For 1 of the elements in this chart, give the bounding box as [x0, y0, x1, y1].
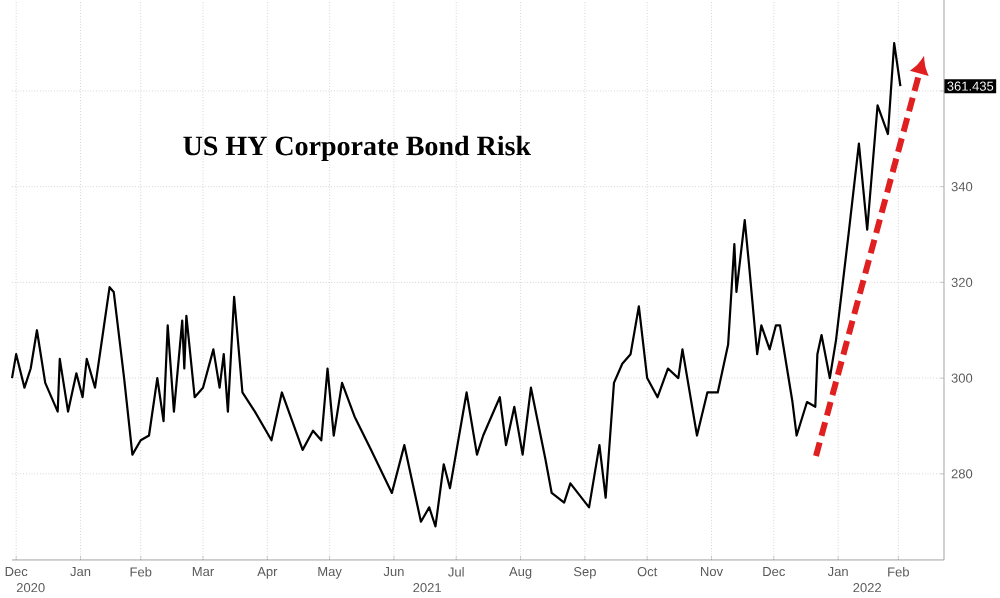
text: US HY Corporate Bond Risk — [183, 135, 531, 162]
